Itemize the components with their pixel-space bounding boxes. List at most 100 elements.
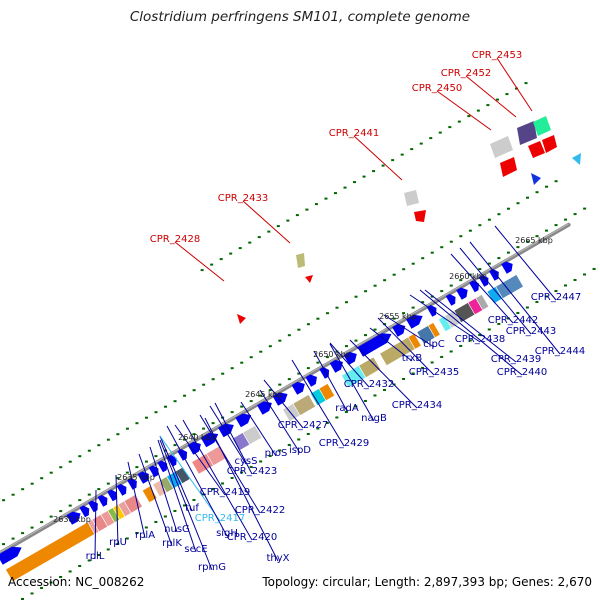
reverse-gene-block[interactable]	[123, 494, 143, 514]
gene-label[interactable]: CPR_2453	[472, 50, 522, 61]
gene-label[interactable]: rpU	[109, 537, 127, 548]
reverse-gene-arrow[interactable]	[200, 433, 219, 448]
gene-label[interactable]: rplA	[135, 530, 155, 541]
gene-label[interactable]: CPR_2443	[506, 326, 556, 337]
reverse-gene-arrow[interactable]	[343, 351, 357, 365]
gene-label[interactable]: CPR_2444	[535, 346, 585, 357]
reverse-strand-arrows[interactable]	[0, 261, 513, 565]
reverse-gene-block[interactable]	[495, 274, 524, 300]
gc-dot	[535, 300, 539, 303]
gene-label[interactable]: CPR_2433	[218, 193, 268, 204]
reverse-gene-arrow[interactable]	[218, 423, 234, 438]
gene-label[interactable]: cysS	[235, 456, 258, 467]
reverse-gene-block[interactable]	[219, 441, 234, 459]
forward-gene-block[interactable]	[404, 190, 419, 206]
reverse-gene-arrow[interactable]	[0, 546, 22, 565]
forward-gene-arrow[interactable]	[531, 173, 541, 185]
reverse-gene-block[interactable]	[407, 333, 422, 350]
gene-label[interactable]: CPR_2438	[455, 334, 505, 345]
forward-gene-block[interactable]	[500, 157, 517, 177]
gene-label[interactable]: proS	[265, 448, 288, 459]
gene-label[interactable]: CPR_2442	[488, 315, 538, 326]
reverse-gene-arrow[interactable]	[357, 333, 392, 357]
gene-label[interactable]: rplK	[162, 538, 182, 549]
gene-label[interactable]: CPR_2422	[235, 505, 285, 516]
forward-gene-block[interactable]	[533, 116, 551, 136]
reverse-gene-block[interactable]	[427, 322, 441, 339]
gene-label[interactable]: rpmG	[198, 562, 226, 573]
gene-label[interactable]: CPR_2441	[329, 128, 379, 139]
gene-label[interactable]: CPR_2417	[195, 513, 245, 524]
gene-label[interactable]: nusG	[164, 524, 190, 535]
gene-label[interactable]: CPR_2429	[319, 438, 369, 449]
reverse-gene-arrow[interactable]	[392, 323, 406, 337]
reverse-gene-arrow[interactable]	[478, 275, 489, 287]
gc-dot	[506, 207, 510, 210]
forward-gene-block[interactable]	[517, 121, 537, 145]
reverse-gene-arrow[interactable]	[469, 280, 479, 293]
gene-label[interactable]: CPR_2420	[227, 532, 277, 543]
forward-gene-block[interactable]	[542, 135, 557, 153]
reverse-gene-block[interactable]	[358, 356, 381, 379]
reverse-gene-block[interactable]	[242, 425, 263, 446]
reverse-gene-block[interactable]	[475, 294, 490, 311]
reverse-gene-arrow[interactable]	[97, 495, 108, 507]
reverse-gene-arrow[interactable]	[329, 359, 343, 373]
reverse-gene-arrow[interactable]	[319, 367, 330, 379]
gene-label[interactable]: CPR_2427	[278, 420, 328, 431]
reverse-gene-block[interactable]	[292, 394, 317, 417]
gene-label[interactable]: clpC	[423, 339, 445, 350]
gene-label[interactable]: CPR_2450	[412, 83, 462, 94]
reverse-gene-arrow[interactable]	[257, 401, 272, 415]
reverse-gene-arrow[interactable]	[305, 374, 317, 387]
gene-label[interactable]: sigH	[216, 528, 238, 539]
gene-label[interactable]: CPR_2432	[344, 379, 394, 390]
reverse-gene-arrow[interactable]	[501, 261, 513, 274]
reverse-gene-block[interactable]	[318, 383, 336, 402]
reverse-gene-arrow[interactable]	[406, 314, 423, 329]
reverse-gene-arrow[interactable]	[456, 287, 468, 300]
gene-label[interactable]: rplL	[86, 551, 105, 562]
reverse-gene-arrow[interactable]	[127, 478, 137, 490]
forward-gene-arrow[interactable]	[414, 210, 426, 222]
gc-dot	[324, 197, 328, 200]
gene-label[interactable]: CPR_2440	[497, 367, 547, 378]
reverse-gene-arrow[interactable]	[291, 381, 305, 395]
gene-label[interactable]: radA	[335, 403, 359, 414]
reverse-gene-arrow[interactable]	[445, 294, 456, 306]
reverse-gene-arrow[interactable]	[88, 500, 98, 513]
forward-gene-arrow[interactable]	[572, 153, 581, 165]
reverse-gene-arrow[interactable]	[157, 460, 168, 473]
gc-dot	[335, 306, 339, 309]
forward-gene-block[interactable]	[296, 253, 305, 268]
gene-label[interactable]: CPR_2447	[531, 292, 581, 303]
reverse-gene-arrow[interactable]	[66, 511, 81, 525]
gene-label[interactable]: CPR_2419	[200, 487, 250, 498]
reverse-gene-arrow[interactable]	[116, 484, 127, 496]
gene-label[interactable]: ispD	[289, 445, 311, 456]
gene-label[interactable]: CPR_2452	[441, 68, 491, 79]
gene-label[interactable]: CPR_2439	[491, 354, 541, 365]
reverse-gene-block[interactable]	[141, 485, 158, 504]
gene-label[interactable]: CPR_2434	[392, 400, 442, 411]
forward-strand-genes[interactable]	[237, 116, 581, 324]
gene-label[interactable]: nagB	[361, 413, 387, 424]
gene-label[interactable]: thyX	[266, 553, 289, 564]
reverse-gene-arrow[interactable]	[107, 489, 117, 502]
forward-gene-block[interactable]	[490, 136, 513, 158]
forward-gene-arrow[interactable]	[237, 314, 246, 324]
gene-label[interactable]: trxB	[402, 353, 423, 364]
gene-label[interactable]: tuf	[185, 503, 199, 514]
forward-gene-arrow[interactable]	[305, 275, 313, 283]
gene-label[interactable]: CPR_2423	[227, 466, 277, 477]
gc-dot	[457, 120, 461, 123]
reverse-gene-arrow[interactable]	[235, 413, 252, 428]
forward-gene-block[interactable]	[528, 141, 545, 158]
gene-label[interactable]: CPR_2428	[150, 234, 200, 245]
reverse-gene-arrow[interactable]	[489, 269, 499, 281]
gc-dot	[467, 115, 471, 118]
gene-label[interactable]: secE	[184, 544, 207, 555]
gene-label[interactable]: CPR_2435	[409, 367, 459, 378]
reverse-gene-arrow[interactable]	[79, 505, 90, 518]
reverse-gene-arrow[interactable]	[148, 465, 159, 478]
